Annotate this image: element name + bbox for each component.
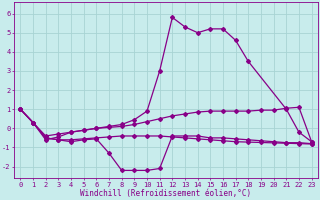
X-axis label: Windchill (Refroidissement éolien,°C): Windchill (Refroidissement éolien,°C) bbox=[80, 189, 252, 198]
